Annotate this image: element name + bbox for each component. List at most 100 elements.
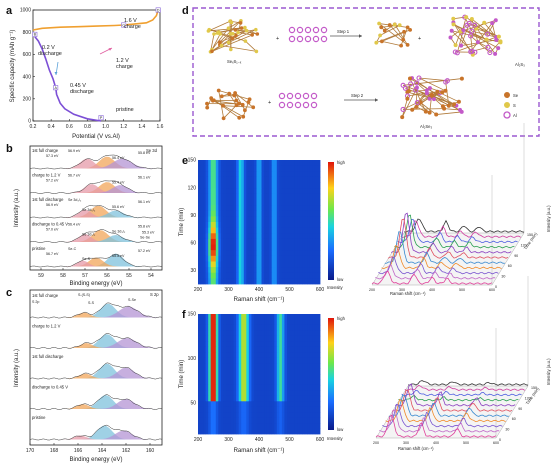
heat-cell bbox=[246, 278, 250, 285]
heat-cell bbox=[248, 406, 252, 413]
heat-cell bbox=[248, 401, 252, 408]
heat-cell bbox=[200, 395, 204, 402]
heat-cell bbox=[259, 261, 262, 268]
heat-cell bbox=[256, 314, 260, 320]
heat-cell bbox=[274, 160, 278, 166]
heat-cell bbox=[200, 401, 204, 408]
heat-cell bbox=[289, 165, 293, 172]
heat-cell bbox=[233, 176, 237, 183]
heat-cell bbox=[228, 244, 232, 251]
heat-cell bbox=[312, 210, 316, 217]
heatmap-f-xticks: 200 300 400 500 600 bbox=[194, 437, 325, 443]
heat-cell bbox=[281, 352, 285, 359]
heat-cell bbox=[294, 272, 298, 279]
bond bbox=[418, 77, 448, 82]
heat-cell bbox=[213, 272, 217, 279]
heat-cell bbox=[243, 205, 247, 212]
heat-cell bbox=[297, 165, 300, 172]
heat-cell bbox=[284, 205, 288, 212]
peak-label: S-(S-S) bbox=[78, 293, 90, 297]
heat-cell bbox=[205, 417, 209, 424]
heat-cell bbox=[231, 319, 234, 326]
heat-cell bbox=[259, 250, 262, 257]
heat-cell bbox=[241, 193, 245, 200]
heat-cell bbox=[279, 238, 283, 245]
ytick-label: 60 bbox=[190, 240, 196, 246]
atom bbox=[496, 34, 501, 39]
heat-cell bbox=[269, 272, 273, 279]
atom bbox=[435, 89, 440, 94]
heat-cell bbox=[314, 272, 318, 279]
heat-cell bbox=[208, 346, 212, 353]
xtick-label: 1.0 bbox=[102, 124, 109, 130]
marker-point bbox=[121, 22, 127, 28]
heat-cell bbox=[276, 346, 280, 353]
heat-cell bbox=[231, 335, 234, 342]
heat-cell bbox=[256, 346, 260, 353]
heat-cell bbox=[198, 341, 201, 348]
heat-cell bbox=[304, 210, 308, 217]
anno-1-2v: 1.2 V bbox=[116, 58, 129, 64]
heat-cell bbox=[208, 314, 212, 320]
xps-envelope bbox=[29, 229, 163, 243]
heat-cell bbox=[226, 255, 229, 262]
heat-cell bbox=[205, 238, 209, 245]
heat-cell bbox=[266, 176, 270, 183]
heat-cell bbox=[228, 363, 232, 369]
heat-cell bbox=[243, 278, 247, 285]
heat-cell bbox=[251, 171, 255, 178]
heat-cell bbox=[208, 423, 212, 429]
heat-cell bbox=[266, 374, 270, 380]
heat-cell bbox=[261, 188, 265, 195]
heat-cell bbox=[253, 244, 257, 251]
heat-cell bbox=[223, 368, 227, 375]
heat-cell bbox=[218, 428, 222, 435]
atom bbox=[410, 107, 415, 112]
heat-cell bbox=[238, 423, 242, 429]
heat-cell bbox=[269, 176, 273, 183]
heat-cell bbox=[238, 216, 242, 223]
step2-label: Step 2 bbox=[351, 93, 364, 98]
heat-cell bbox=[256, 324, 260, 331]
heat-cell bbox=[218, 193, 222, 200]
heat-cell bbox=[287, 324, 290, 331]
heat-cell bbox=[279, 423, 283, 429]
heat-cell bbox=[271, 216, 275, 223]
heat-cell bbox=[251, 423, 255, 429]
peak-label: 57.2 eV bbox=[138, 249, 151, 253]
heat-cell bbox=[302, 227, 306, 234]
atom bbox=[399, 43, 403, 48]
heat-cell bbox=[304, 171, 308, 178]
heat-cell bbox=[289, 205, 293, 212]
heat-cell bbox=[289, 193, 293, 200]
heat-cell bbox=[233, 384, 237, 391]
heat-cell bbox=[208, 352, 212, 359]
heat-cell bbox=[200, 210, 204, 217]
heat-cell bbox=[236, 324, 239, 331]
stack-label: 1st full discharge bbox=[32, 354, 64, 359]
heat-cell bbox=[233, 205, 237, 212]
heat-cell bbox=[233, 324, 237, 331]
heat-cell bbox=[269, 250, 273, 257]
marker-label: B bbox=[34, 33, 37, 37]
atom bbox=[440, 90, 445, 95]
heat-cell bbox=[238, 368, 242, 375]
heat-cell bbox=[279, 171, 283, 178]
heat-cell bbox=[251, 272, 255, 279]
heat-cell bbox=[215, 417, 219, 424]
heat-cell bbox=[210, 176, 214, 183]
waterfall-time-tick: 60 bbox=[512, 417, 516, 421]
heat-cell bbox=[269, 216, 273, 223]
heat-cell bbox=[307, 428, 311, 435]
heat-cell bbox=[304, 374, 308, 380]
heat-cell bbox=[261, 368, 265, 375]
heat-cell bbox=[220, 272, 224, 279]
heat-cell bbox=[256, 384, 260, 391]
heat-cell bbox=[228, 222, 232, 228]
heat-cell bbox=[203, 182, 206, 189]
heat-cell bbox=[261, 423, 265, 429]
heat-cell bbox=[312, 374, 316, 380]
heat-cell bbox=[241, 368, 245, 375]
heat-cell bbox=[238, 357, 242, 364]
heat-cell bbox=[312, 330, 316, 337]
